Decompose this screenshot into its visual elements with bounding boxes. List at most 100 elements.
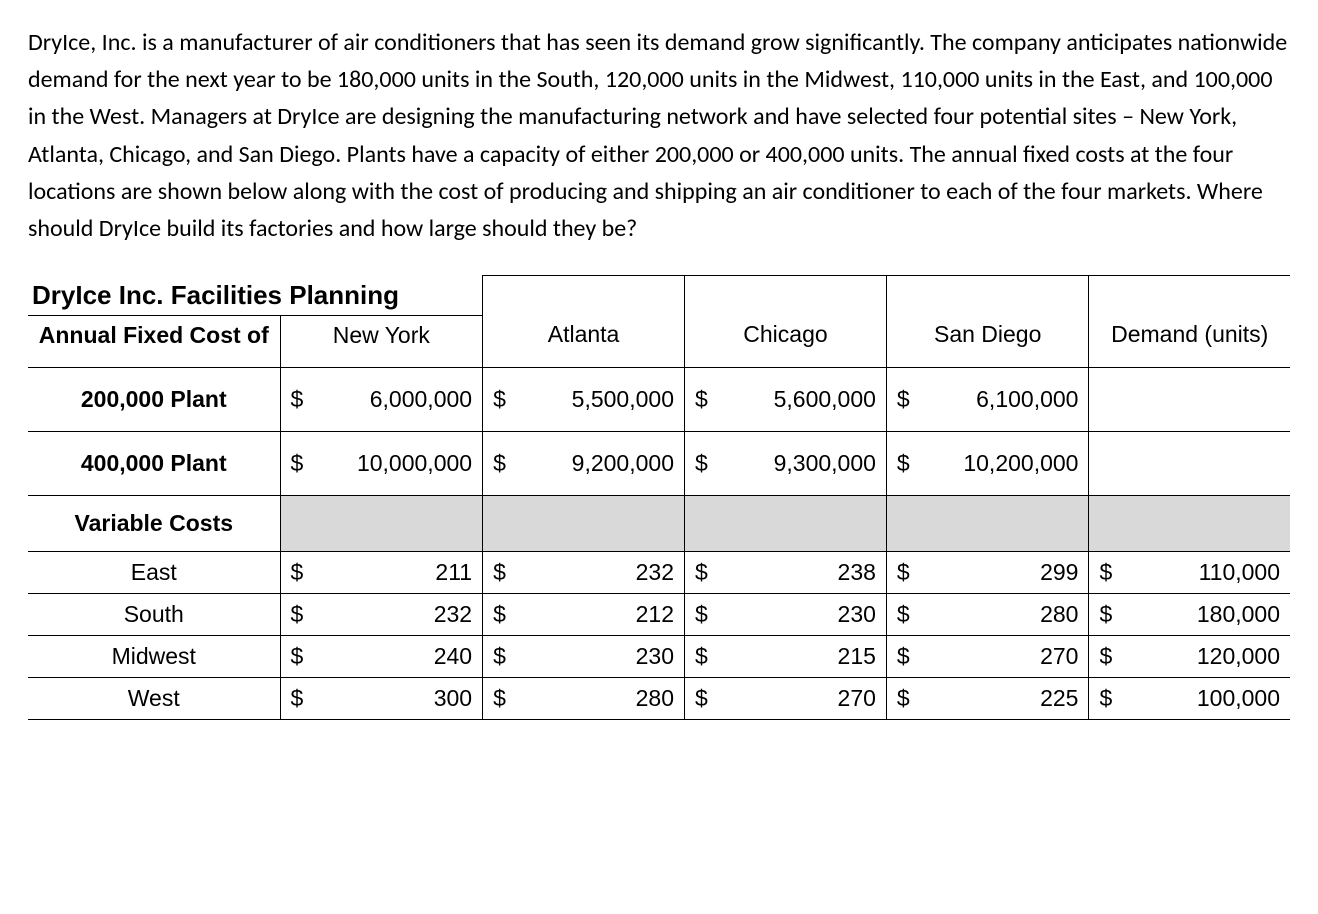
row-label-200k: 200,000 Plant	[28, 367, 280, 431]
variable-costs-label: Variable Costs	[28, 495, 280, 551]
dollar-sign: $	[291, 386, 310, 413]
amount: 110,000	[1199, 559, 1280, 586]
dollar-sign: $	[291, 643, 310, 670]
dollar-sign: $	[897, 450, 916, 477]
table-row: West $300 $280 $270 $225 $100,000	[28, 677, 1290, 719]
city-header-atlanta: Atlanta	[483, 315, 685, 367]
cost-cell: $211	[280, 551, 483, 593]
dollar-sign: $	[695, 601, 714, 628]
amount: 300	[434, 685, 472, 712]
cost-cell: $9,300,000	[685, 431, 887, 495]
blank-cell	[685, 276, 887, 316]
dollar-sign: $	[493, 643, 512, 670]
cost-cell: $215	[685, 635, 887, 677]
shaded-cell	[685, 495, 887, 551]
dollar-sign: $	[695, 685, 714, 712]
amount: 180,000	[1197, 601, 1280, 628]
blank-cell	[483, 276, 685, 316]
table-row: 200,000 Plant $6,000,000 $5,500,000 $5,6…	[28, 367, 1290, 431]
cost-cell: $230	[483, 635, 685, 677]
facilities-table: DryIce Inc. Facilities Planning Annual F…	[28, 275, 1290, 720]
region-label-west: West	[28, 677, 280, 719]
table-row: East $211 $232 $238 $299 $110,000	[28, 551, 1290, 593]
amount: 6,000,000	[370, 386, 472, 413]
dollar-sign: $	[897, 685, 916, 712]
shaded-cell	[483, 495, 685, 551]
amount: 9,300,000	[774, 450, 876, 477]
demand-cell: $120,000	[1089, 635, 1290, 677]
cost-cell: $270	[685, 677, 887, 719]
demand-cell: $110,000	[1089, 551, 1290, 593]
dollar-sign: $	[897, 643, 916, 670]
cost-cell: $280	[483, 677, 685, 719]
table-row: Midwest $240 $230 $215 $270 $120,000	[28, 635, 1290, 677]
cost-cell: $230	[685, 593, 887, 635]
demand-cell: $180,000	[1089, 593, 1290, 635]
shaded-cell	[1089, 495, 1290, 551]
cost-cell: $6,100,000	[886, 367, 1089, 431]
dollar-sign: $	[695, 386, 714, 413]
amount: 230	[838, 601, 876, 628]
amount: 238	[838, 559, 876, 586]
problem-statement: DryIce, Inc. is a manufacturer of air co…	[28, 24, 1290, 247]
dollar-sign: $	[493, 685, 512, 712]
dollar-sign: $	[695, 559, 714, 586]
blank-cell	[1089, 276, 1290, 316]
fixed-cost-header: Annual Fixed Cost of	[28, 315, 280, 367]
cost-cell: $238	[685, 551, 887, 593]
amount: 120,000	[1197, 643, 1280, 670]
cost-cell: $6,000,000	[280, 367, 483, 431]
cost-cell: $232	[280, 593, 483, 635]
dollar-sign: $	[493, 559, 512, 586]
demand-header: Demand (units)	[1089, 315, 1290, 367]
amount: 270	[1040, 643, 1078, 670]
amount: 10,000,000	[357, 450, 472, 477]
city-header-newyork: New York	[280, 315, 483, 367]
shaded-cell	[886, 495, 1089, 551]
cost-cell: $10,200,000	[886, 431, 1089, 495]
amount: 211	[435, 559, 472, 586]
dollar-sign: $	[493, 601, 512, 628]
cost-cell: $5,500,000	[483, 367, 685, 431]
dollar-sign: $	[897, 601, 916, 628]
cost-cell: $270	[886, 635, 1089, 677]
table-title-row: DryIce Inc. Facilities Planning	[28, 276, 1290, 316]
demand-cell: $100,000	[1089, 677, 1290, 719]
dollar-sign: $	[695, 643, 714, 670]
dollar-sign: $	[1099, 643, 1118, 670]
city-header-chicago: Chicago	[685, 315, 887, 367]
cost-cell: $5,600,000	[685, 367, 887, 431]
blank-cell	[1089, 367, 1290, 431]
amount: 232	[636, 559, 674, 586]
cost-cell: $9,200,000	[483, 431, 685, 495]
dollar-sign: $	[291, 685, 310, 712]
row-label-400k: 400,000 Plant	[28, 431, 280, 495]
cost-cell: $10,000,000	[280, 431, 483, 495]
amount: 240	[434, 643, 472, 670]
dollar-sign: $	[291, 601, 310, 628]
amount: 225	[1040, 685, 1078, 712]
table-row: 400,000 Plant $10,000,000 $9,200,000 $9,…	[28, 431, 1290, 495]
amount: 10,200,000	[963, 450, 1078, 477]
cost-cell: $299	[886, 551, 1089, 593]
amount: 5,600,000	[774, 386, 876, 413]
cost-cell: $232	[483, 551, 685, 593]
amount: 9,200,000	[572, 450, 674, 477]
dollar-sign: $	[493, 386, 512, 413]
amount: 212	[636, 601, 674, 628]
amount: 280	[636, 685, 674, 712]
dollar-sign: $	[1099, 601, 1118, 628]
dollar-sign: $	[291, 450, 310, 477]
cost-cell: $300	[280, 677, 483, 719]
amount: 215	[838, 643, 876, 670]
table-row: South $232 $212 $230 $280 $180,000	[28, 593, 1290, 635]
amount: 280	[1040, 601, 1078, 628]
dollar-sign: $	[897, 386, 916, 413]
amount: 6,100,000	[976, 386, 1078, 413]
table-title: DryIce Inc. Facilities Planning	[28, 276, 483, 316]
amount: 232	[434, 601, 472, 628]
amount: 230	[636, 643, 674, 670]
variable-costs-row: Variable Costs	[28, 495, 1290, 551]
city-header-sandiego: San Diego	[886, 315, 1089, 367]
cost-cell: $240	[280, 635, 483, 677]
